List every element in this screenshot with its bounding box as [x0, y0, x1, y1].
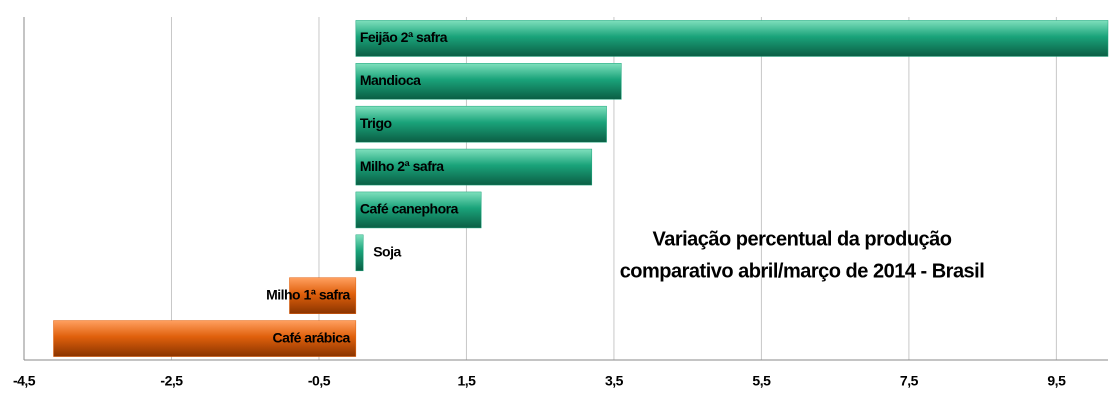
bar-label: Mandioca	[360, 72, 421, 88]
x-tick-label: -0,5	[308, 373, 331, 389]
bar	[355, 148, 593, 186]
bar-label: Café arábica	[273, 329, 351, 345]
bar-label: Milho 2ª safra	[360, 158, 444, 174]
bar-label: Soja	[373, 244, 401, 260]
bar	[355, 234, 364, 272]
bar	[355, 20, 1109, 57]
bar	[53, 320, 357, 357]
bar	[289, 277, 357, 314]
bar-label: Trigo	[360, 115, 392, 131]
x-tick-label: 3,5	[605, 373, 624, 389]
x-tick-label: -4,5	[13, 373, 36, 389]
x-tick-label: 9,5	[1047, 373, 1066, 389]
bar-label: Café canephora	[360, 201, 459, 217]
chart-title: Variação percentual da produção	[652, 228, 951, 250]
x-tick-label: -2,5	[160, 373, 183, 389]
x-tick-label: 7,5	[900, 373, 919, 389]
x-tick-label: 5,5	[752, 373, 771, 389]
bar-label: Feijão 2ª safra	[360, 29, 448, 45]
bar	[355, 191, 482, 229]
chart-title: comparativo abril/março de 2014 - Brasil	[620, 260, 985, 282]
x-tick-label: 1,5	[457, 373, 476, 389]
bar	[355, 63, 622, 100]
bar	[355, 105, 607, 143]
bar-label: Milho 1ª safra	[266, 286, 350, 302]
